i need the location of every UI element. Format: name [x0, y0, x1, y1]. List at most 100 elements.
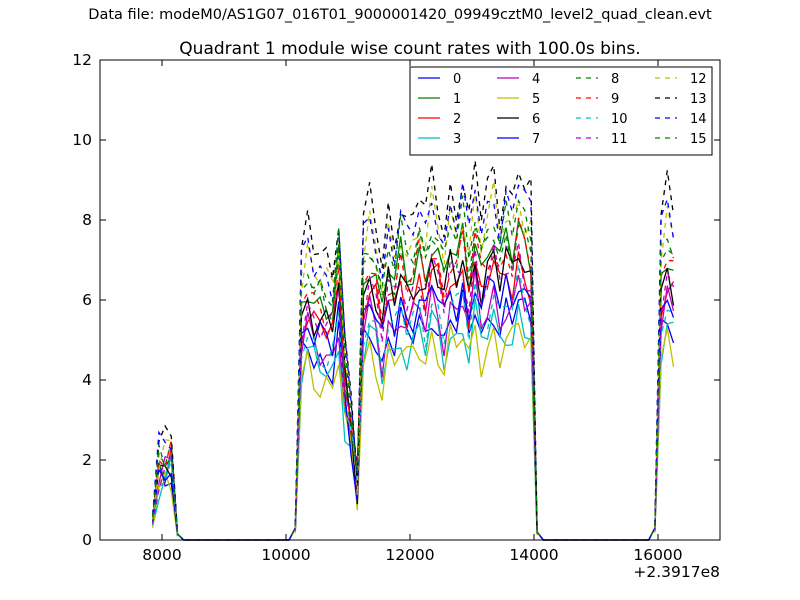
y-tick-label: 4: [82, 371, 92, 389]
series-14-segment: [654, 198, 675, 525]
series-6-line: [152, 244, 675, 541]
series-8-segment: [294, 222, 538, 531]
series-10-baseline: [177, 527, 296, 541]
series-9-line: [152, 217, 674, 541]
legend-label: 0: [453, 72, 461, 87]
series-5-baseline: [177, 527, 296, 541]
figure-suptitle: Data file: modeM0/AS1G07_016T01_90000014…: [88, 7, 712, 23]
series-lines: [152, 160, 675, 541]
series-13-segment: [654, 170, 675, 525]
series-15-baseline: [177, 527, 296, 541]
series-5-segment: [294, 322, 538, 536]
legend-item-14: 14: [655, 112, 707, 127]
series-15-baseline: [536, 527, 656, 541]
legend-label: 14: [690, 112, 707, 127]
y-tick-label: 2: [82, 451, 92, 469]
legend-label: 4: [532, 72, 540, 87]
legend-item-1: 1: [418, 92, 461, 107]
series-13-line: [152, 160, 675, 541]
series-4-segment: [294, 268, 538, 535]
series-12-baseline: [177, 527, 296, 541]
series-9-segment: [654, 259, 674, 528]
series-6-baseline: [177, 527, 296, 541]
series-15-line: [152, 195, 675, 541]
series-3-segment: [294, 298, 538, 535]
series-7-baseline: [536, 527, 656, 541]
series-13-baseline: [177, 527, 296, 541]
series-12-segment: [152, 439, 179, 534]
series-11-line: [152, 242, 675, 541]
series-3-baseline: [536, 527, 656, 541]
legend-item-10: 10: [576, 112, 628, 127]
legend-box: [409, 66, 713, 156]
chart-title: Quadrant 1 module wise count rates with …: [179, 39, 640, 59]
series-3-baseline: [177, 527, 296, 541]
x-tick-label: 10000: [261, 546, 310, 564]
series-9-baseline: [177, 527, 296, 541]
series-13-segment: [294, 160, 538, 530]
series-14-baseline: [536, 527, 656, 541]
legend-label: 11: [611, 132, 628, 147]
series-15-segment: [294, 195, 538, 531]
legend-item-15: 15: [655, 132, 707, 147]
y-tick-label: 12: [72, 51, 92, 69]
series-1-line: [152, 220, 674, 541]
y-tick-label: 8: [82, 211, 92, 229]
series-7-baseline: [177, 527, 296, 541]
series-1-segment: [294, 220, 538, 532]
series-6-baseline: [536, 527, 656, 541]
series-2-baseline: [536, 527, 656, 541]
series-0-line: [152, 289, 675, 541]
legend-label: 5: [532, 92, 540, 107]
series-10-segment: [654, 309, 674, 531]
legend-item-7: 7: [497, 132, 540, 147]
series-11-segment: [152, 453, 179, 536]
x-tick-label: 8000: [142, 546, 181, 564]
series-5-segment: [654, 328, 675, 533]
x-tick-label: 14000: [509, 546, 558, 564]
legend-label: 12: [690, 72, 707, 87]
series-15-segment: [152, 444, 179, 534]
series-14-line: [152, 182, 675, 541]
legend-item-0: 0: [418, 72, 461, 87]
series-5-line: [152, 322, 675, 541]
legend-item-13: 13: [655, 92, 707, 107]
series-14-segment: [294, 182, 538, 530]
y-tick-label: 6: [82, 291, 92, 309]
series-0-baseline: [536, 527, 656, 541]
legend-item-6: 6: [497, 112, 540, 127]
legend-label: 7: [532, 132, 540, 147]
series-11-baseline: [177, 527, 296, 541]
legend-label: 2: [453, 112, 461, 127]
series-0-baseline: [177, 527, 296, 541]
legend-item-8: 8: [576, 72, 619, 87]
series-7-segment: [294, 273, 538, 533]
series-6-segment: [294, 244, 538, 533]
series-8-baseline: [177, 527, 296, 541]
series-10-segment: [294, 264, 538, 535]
series-5-baseline: [536, 527, 656, 541]
x-offset-label: +2.3917e8: [633, 563, 720, 581]
series-1-baseline: [536, 527, 656, 541]
x-axis: 8000 10000 12000 14000 16000: [142, 60, 683, 564]
legend-item-3: 3: [418, 132, 461, 147]
series-3-line: [152, 298, 674, 541]
legend-label: 15: [690, 132, 707, 147]
series-11-baseline: [536, 527, 656, 541]
legend-label: 1: [453, 92, 461, 107]
legend-label: 8: [611, 72, 619, 87]
legend-item-2: 2: [418, 112, 461, 127]
legend-label: 9: [611, 92, 619, 107]
x-tick-label: 16000: [633, 546, 682, 564]
y-tick-label: 0: [82, 531, 92, 549]
y-tick-label: 10: [72, 131, 92, 149]
series-12-baseline: [536, 527, 656, 541]
legend-item-11: 11: [576, 132, 628, 147]
series-4-baseline: [177, 527, 296, 541]
series-15-segment: [654, 238, 675, 527]
series-10-baseline: [536, 527, 656, 541]
series-14-baseline: [177, 527, 296, 541]
series-1-baseline: [177, 527, 296, 541]
